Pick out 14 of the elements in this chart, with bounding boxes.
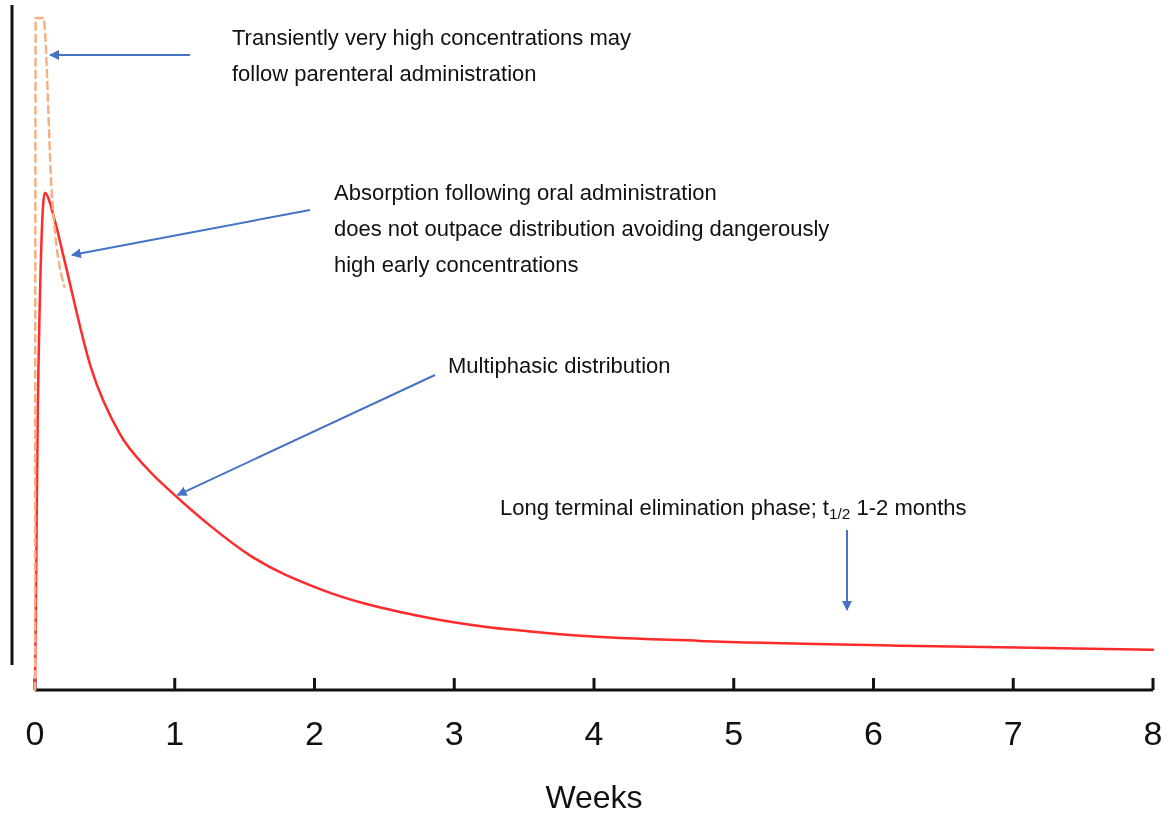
x-tick-label: 2 — [305, 714, 324, 752]
x-tick-label: 1 — [165, 714, 185, 752]
x-tick-label: 0 — [25, 714, 45, 752]
annotation: Transiently very high concentrations may follow parenteral administration — [232, 25, 632, 86]
x-tick-label: 4 — [584, 714, 604, 752]
annotation: Absorption following oral administration does not outpace distribution avoiding dangerously high early concentrations — [334, 180, 830, 277]
x-tick-label: 6 — [864, 714, 883, 752]
x-axis-title: Weeks — [545, 779, 643, 815]
x-tick-label: 3 — [444, 714, 464, 752]
x-tick-label: 8 — [1143, 714, 1163, 752]
x-tick-label: 5 — [724, 714, 744, 752]
annotation: Long terminal elimination phase; t$_{1/2}$ 1-2 months — [500, 495, 967, 522]
x-tick-label: 7 — [1003, 714, 1023, 752]
annotation: Multiphasic distribution — [448, 353, 671, 378]
